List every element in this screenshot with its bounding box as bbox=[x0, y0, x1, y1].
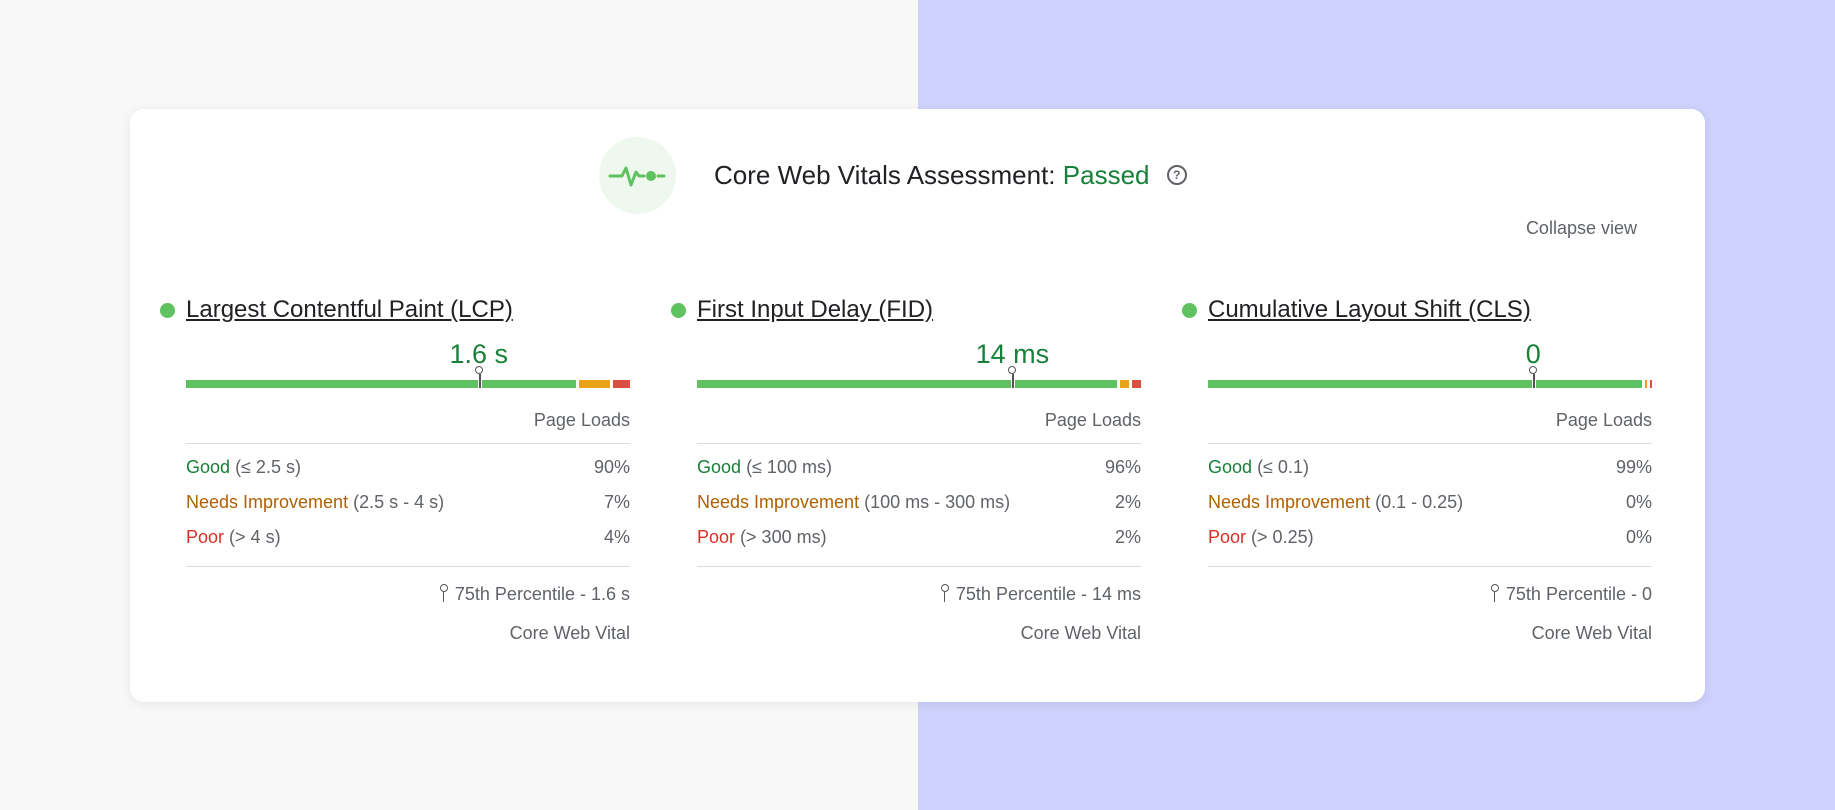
percentile-pin-icon bbox=[940, 584, 950, 602]
needs-improvement-percent: 0% bbox=[1625, 492, 1652, 512]
percentile-marker-icon bbox=[1528, 366, 1538, 388]
percentile-marker-icon bbox=[474, 366, 484, 388]
needs-improvement-label: Needs Improvement bbox=[697, 492, 860, 512]
good-percent: 90% bbox=[593, 457, 630, 477]
percentile-pin-icon bbox=[1490, 584, 1500, 602]
needs-improvement-row: Needs Improvement (100 ms - 300 ms) 2% bbox=[697, 485, 1141, 520]
status-dot-icon bbox=[1182, 302, 1197, 318]
poor-percent: 2% bbox=[1114, 527, 1141, 547]
bar-segment-good bbox=[186, 380, 577, 388]
core-web-vital-label: Core Web Vital bbox=[1020, 623, 1141, 643]
distribution-bar bbox=[697, 366, 1141, 388]
good-label: Good bbox=[1208, 457, 1253, 477]
divider bbox=[697, 566, 1141, 567]
percentile-marker-icon bbox=[1007, 366, 1017, 388]
assessment-title-prefix: Core Web Vitals Assessment: bbox=[714, 160, 1056, 190]
percentile-legend: 75th Percentile - 14 ms bbox=[697, 581, 1141, 607]
core-web-vitals-card bbox=[130, 109, 1705, 702]
needs-improvement-range: (0.1 - 0.25) bbox=[1375, 492, 1464, 512]
collapse-view-button[interactable]: Collapse view bbox=[1525, 218, 1637, 238]
percentile-legend: 75th Percentile - 1.6 s bbox=[186, 581, 630, 607]
bar-segment-needs-improvement bbox=[579, 380, 610, 388]
good-label: Good bbox=[697, 457, 742, 477]
metric-lcp: Largest Contentful Paint (LCP) 1.6 s Pag… bbox=[160, 294, 630, 645]
metric-value: 0 bbox=[1525, 339, 1541, 369]
bar-segment-good bbox=[1208, 380, 1642, 388]
poor-row: Poor (> 300 ms) 2% bbox=[697, 520, 1141, 555]
core-web-vital-label: Core Web Vital bbox=[509, 623, 630, 643]
bar-segment-needs-improvement bbox=[1644, 380, 1647, 388]
poor-label: Poor bbox=[186, 527, 225, 547]
distribution-bar bbox=[1208, 366, 1652, 388]
good-label: Good bbox=[186, 457, 231, 477]
metric-value: 1.6 s bbox=[449, 339, 508, 369]
core-web-vital-label: Core Web Vital bbox=[1531, 623, 1652, 643]
poor-label: Poor bbox=[1208, 527, 1247, 547]
percentile-text: 75th Percentile - 1.6 s bbox=[454, 584, 630, 604]
poor-range: (> 300 ms) bbox=[740, 527, 827, 547]
assessment-title: Core Web Vitals Assessment: Passed ? bbox=[714, 158, 1187, 192]
metric-title-link[interactable]: First Input Delay (FID) bbox=[697, 296, 934, 323]
bar-segment-poor bbox=[1649, 380, 1652, 388]
page-loads-label: Page Loads bbox=[533, 410, 630, 430]
bar-segment-poor bbox=[612, 380, 630, 388]
divider bbox=[1208, 443, 1652, 444]
percentile-pin-icon bbox=[439, 584, 449, 602]
question-circle-icon[interactable]: ? bbox=[1166, 165, 1187, 186]
needs-improvement-row: Needs Improvement (2.5 s - 4 s) 7% bbox=[186, 485, 630, 520]
metric-fid: First Input Delay (FID) 14 ms Page Loads… bbox=[671, 294, 1141, 645]
good-row: Good (≤ 0.1) 99% bbox=[1208, 450, 1652, 485]
metric-cls: Cumulative Layout Shift (CLS) 0 Page Loa… bbox=[1182, 294, 1652, 645]
poor-range: (> 4 s) bbox=[229, 527, 281, 547]
needs-improvement-range: (2.5 s - 4 s) bbox=[353, 492, 445, 512]
good-percent: 96% bbox=[1104, 457, 1141, 477]
needs-improvement-label: Needs Improvement bbox=[1208, 492, 1371, 512]
needs-improvement-row: Needs Improvement (0.1 - 0.25) 0% bbox=[1208, 485, 1652, 520]
good-row: Good (≤ 2.5 s) 90% bbox=[186, 450, 630, 485]
status-dot-icon bbox=[160, 302, 175, 318]
bar-segment-good bbox=[697, 380, 1118, 388]
page-loads-label: Page Loads bbox=[1555, 410, 1652, 430]
divider bbox=[186, 443, 630, 444]
good-range: (≤ 0.1) bbox=[1257, 457, 1309, 477]
poor-range: (> 0.25) bbox=[1251, 527, 1314, 547]
status-dot-icon bbox=[671, 302, 686, 318]
good-range: (≤ 2.5 s) bbox=[235, 457, 301, 477]
metric-value: 14 ms bbox=[975, 339, 1050, 369]
good-row: Good (≤ 100 ms) 96% bbox=[697, 450, 1141, 485]
divider bbox=[186, 566, 630, 567]
good-range: (≤ 100 ms) bbox=[746, 457, 832, 477]
needs-improvement-percent: 7% bbox=[603, 492, 630, 512]
distribution-bar bbox=[186, 366, 630, 388]
needs-improvement-percent: 2% bbox=[1114, 492, 1141, 512]
bar-segment-needs-improvement bbox=[1120, 380, 1130, 388]
good-percent: 99% bbox=[1615, 457, 1652, 477]
page-loads-label: Page Loads bbox=[1044, 410, 1141, 430]
poor-row: Poor (> 4 s) 4% bbox=[186, 520, 630, 555]
bar-segment-poor bbox=[1132, 380, 1141, 388]
needs-improvement-range: (100 ms - 300 ms) bbox=[864, 492, 1011, 512]
assessment-status: Passed bbox=[1062, 160, 1150, 190]
needs-improvement-label: Needs Improvement bbox=[186, 492, 349, 512]
metric-title-link[interactable]: Largest Contentful Paint (LCP) bbox=[186, 296, 513, 323]
poor-row: Poor (> 0.25) 0% bbox=[1208, 520, 1652, 555]
percentile-legend: 75th Percentile - 0 bbox=[1208, 581, 1652, 607]
heartbeat-pulse-icon bbox=[599, 137, 676, 214]
divider bbox=[697, 443, 1141, 444]
poor-percent: 4% bbox=[603, 527, 630, 547]
metric-title-link[interactable]: Cumulative Layout Shift (CLS) bbox=[1208, 296, 1531, 323]
poor-percent: 0% bbox=[1625, 527, 1652, 547]
percentile-text: 75th Percentile - 0 bbox=[1505, 584, 1652, 604]
percentile-text: 75th Percentile - 14 ms bbox=[955, 584, 1141, 604]
divider bbox=[1208, 566, 1652, 567]
poor-label: Poor bbox=[697, 527, 736, 547]
